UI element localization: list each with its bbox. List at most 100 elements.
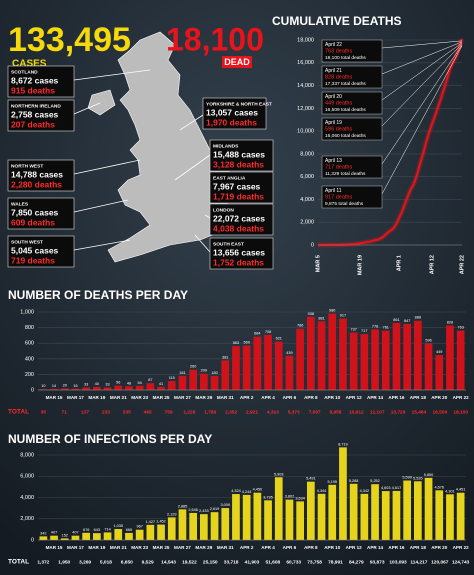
bar xyxy=(92,533,101,540)
value-label: 761 xyxy=(383,326,389,330)
bar xyxy=(92,386,101,390)
x-tick-label: APR 6 xyxy=(283,395,297,400)
y-tick-label: 12,000 xyxy=(297,106,314,112)
bar xyxy=(413,481,422,540)
bar xyxy=(114,529,123,540)
annotation-box xyxy=(321,91,383,115)
bar xyxy=(146,383,155,390)
value-label: 861 xyxy=(393,318,399,322)
x-tick-label: APR 18 xyxy=(410,395,427,400)
total-value: 124,743 xyxy=(452,559,470,565)
region-deaths: 719 deaths xyxy=(11,255,55,265)
bar xyxy=(285,355,294,390)
value-label: 1,452 xyxy=(156,520,166,524)
annotation-total: 16,060 total deaths xyxy=(325,133,366,139)
y-tick-label: 8,000 xyxy=(300,151,314,157)
total-value: 84,279 xyxy=(349,559,364,565)
annotation-deaths: 449 deaths xyxy=(325,100,352,106)
annotation-date: April 19 xyxy=(325,120,342,126)
x-tick-label: MAR 19 xyxy=(357,255,363,275)
total-value: 103,093 xyxy=(389,559,407,565)
value-label: 56 xyxy=(116,381,120,385)
value-label: 3,634 xyxy=(295,496,305,500)
annotation-box xyxy=(321,117,383,141)
bar xyxy=(371,329,379,390)
value-label: 33 xyxy=(105,382,109,386)
bar xyxy=(60,538,69,540)
total-value: 6,650 xyxy=(121,559,133,565)
value-label: 881 xyxy=(318,316,324,320)
value-label: 5,288 xyxy=(349,479,359,483)
region-cases: 14,788 cases xyxy=(11,169,63,179)
x-tick-label: MAR 23 xyxy=(131,395,148,400)
value-label: 5,526 xyxy=(413,476,423,480)
total-value: 1,789 xyxy=(204,409,216,415)
total-value: 3,269 xyxy=(79,559,91,565)
annotation-total: 17,337 total deaths xyxy=(325,81,366,87)
region-name: NORTH WEST xyxy=(11,163,43,169)
bar xyxy=(71,388,80,390)
value-label: 4,244 xyxy=(242,490,252,494)
y-tick-label: 800 xyxy=(25,325,34,331)
region-cases: 8,672 cases xyxy=(11,75,59,85)
bar xyxy=(232,494,240,540)
total-value: 33,718 xyxy=(224,559,239,565)
value-label: 569 xyxy=(243,341,249,345)
total-value: 2,921 xyxy=(246,409,258,415)
total-value: 465 xyxy=(144,409,152,415)
value-label: 4,603 xyxy=(381,486,391,490)
bar xyxy=(274,477,283,540)
value-label: 4,617 xyxy=(392,486,402,490)
annotation-deaths: 763 deaths xyxy=(325,48,352,54)
value-label: 115 xyxy=(169,376,175,380)
bar xyxy=(349,483,358,540)
total-value: 41,903 xyxy=(245,559,260,565)
bar xyxy=(210,375,219,390)
chart-title: CUMULATIVE DEATHS xyxy=(272,14,402,28)
value-label: 847 xyxy=(404,319,410,323)
northern-ireland xyxy=(87,89,116,116)
total-value: 78,991 xyxy=(328,559,343,565)
total-value: 16,509 xyxy=(432,409,447,415)
annotation-deaths: 596 deaths xyxy=(325,126,352,132)
bar xyxy=(413,320,422,390)
x-tick-label: MAR 25 xyxy=(153,395,170,400)
bar xyxy=(50,535,58,540)
region-deaths: 1,752 deaths xyxy=(213,257,264,267)
x-tick-label: MAR 27 xyxy=(174,545,191,550)
bar xyxy=(221,360,230,390)
bar xyxy=(82,387,91,390)
x-tick-label: MAR 17 xyxy=(67,545,84,550)
x-tick-label: MAR 5 xyxy=(315,255,321,272)
annotation-leader xyxy=(381,42,463,101)
bar xyxy=(339,318,347,390)
value-label: 1,035 xyxy=(113,524,123,528)
region-deaths: 915 deaths xyxy=(11,85,55,95)
value-label: 4,676 xyxy=(434,485,444,489)
x-tick-label: MAR 31 xyxy=(217,395,234,400)
x-tick-label: MAR 29 xyxy=(195,395,212,400)
bar xyxy=(285,499,294,540)
annotation-leader xyxy=(381,45,463,195)
value-label: 4,450 xyxy=(253,488,263,492)
y-tick-label: 4,000 xyxy=(300,197,314,203)
y-tick-label: 0 xyxy=(31,537,34,543)
value-label: 3,802 xyxy=(285,495,295,499)
value-label: 16 xyxy=(73,384,77,388)
value-label: 676 xyxy=(83,528,89,532)
bar xyxy=(189,369,198,390)
x-tick-label: APR 8 xyxy=(304,395,318,400)
total-value: 137 xyxy=(81,409,89,415)
total-label: TOTAL xyxy=(8,409,29,416)
bar xyxy=(199,373,208,390)
value-label: 786 xyxy=(297,324,303,328)
region-cases: 13,656 cases xyxy=(213,247,265,257)
value-label: 2,129 xyxy=(167,512,177,516)
region-deaths: 207 deaths xyxy=(11,119,55,129)
x-tick-label: MAR 17 xyxy=(67,395,84,400)
x-tick-label: MAR 27 xyxy=(174,395,191,400)
y-tick-label: 4,000 xyxy=(20,495,34,501)
total-value: 73,758 xyxy=(307,559,322,565)
x-tick-label: MAR 29 xyxy=(195,545,212,550)
